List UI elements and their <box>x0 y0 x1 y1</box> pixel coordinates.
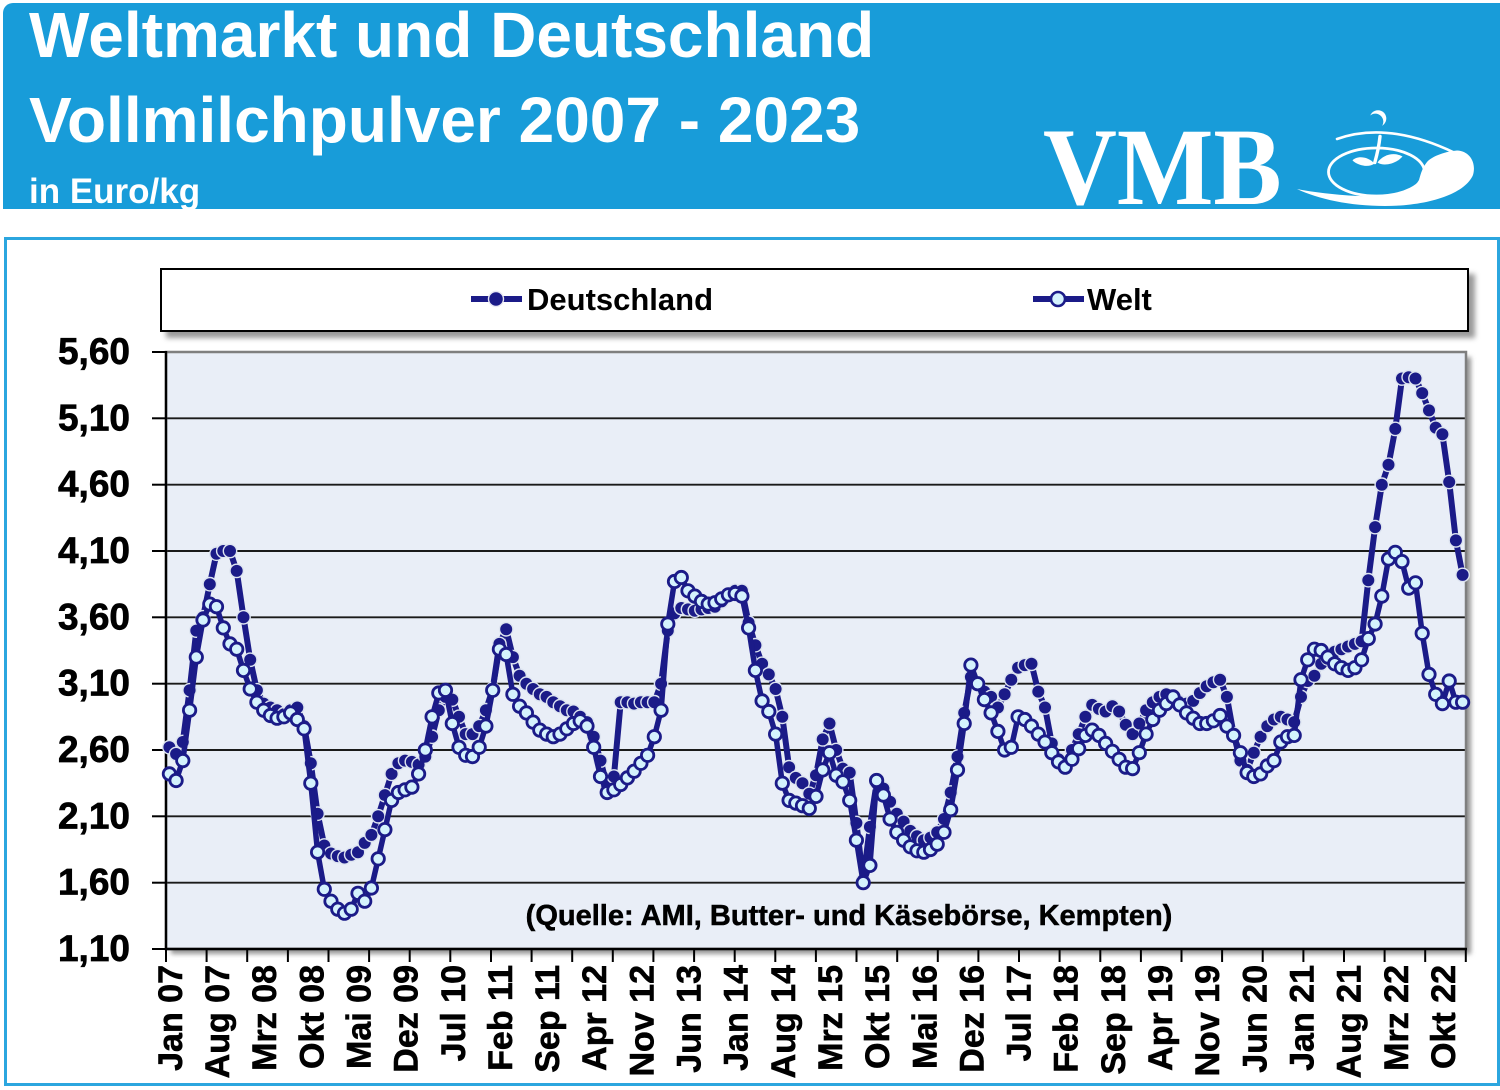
svg-text:Aug 07: Aug 07 <box>199 965 237 1078</box>
svg-text:Nov 19: Nov 19 <box>1189 965 1227 1077</box>
svg-text:Nov 12: Nov 12 <box>623 965 661 1077</box>
svg-text:3,60: 3,60 <box>58 596 130 637</box>
svg-text:2,60: 2,60 <box>58 729 130 770</box>
svg-text:Feb 18: Feb 18 <box>1048 965 1086 1073</box>
svg-text:Jul 17: Jul 17 <box>1001 965 1039 1061</box>
svg-text:Okt 15: Okt 15 <box>859 965 897 1069</box>
svg-text:Jan 21: Jan 21 <box>1284 965 1322 1071</box>
svg-text:Jun 20: Jun 20 <box>1236 965 1274 1073</box>
svg-text:Apr 19: Apr 19 <box>1142 965 1180 1071</box>
svg-text:Mai 09: Mai 09 <box>341 965 379 1069</box>
svg-text:Feb 11: Feb 11 <box>482 965 520 1071</box>
svg-text:Okt 22: Okt 22 <box>1425 965 1463 1069</box>
svg-text:Mrz 22: Mrz 22 <box>1378 965 1416 1071</box>
svg-text:Sep 18: Sep 18 <box>1095 965 1133 1075</box>
svg-text:Deutschland: Deutschland <box>527 282 713 317</box>
svg-text:Jul 10: Jul 10 <box>435 965 473 1061</box>
svg-text:Mai 16: Mai 16 <box>906 965 944 1069</box>
svg-text:Aug 14: Aug 14 <box>765 965 803 1078</box>
svg-text:Sep 11: Sep 11 <box>529 965 567 1073</box>
svg-text:3,10: 3,10 <box>58 663 130 704</box>
svg-text:2,10: 2,10 <box>58 795 130 836</box>
svg-text:Jan 14: Jan 14 <box>718 965 756 1071</box>
svg-text:Welt: Welt <box>1087 282 1152 317</box>
svg-text:1,10: 1,10 <box>58 928 130 969</box>
svg-text:Jan 07: Jan 07 <box>152 965 190 1071</box>
svg-text:5,60: 5,60 <box>58 331 130 372</box>
svg-text:Apr 12: Apr 12 <box>576 965 614 1071</box>
svg-text:Aug 21: Aug 21 <box>1331 965 1369 1078</box>
svg-text:5,10: 5,10 <box>58 397 130 438</box>
svg-text:4,10: 4,10 <box>58 530 130 571</box>
svg-text:Dez 09: Dez 09 <box>388 965 426 1073</box>
svg-text:(Quelle: AMI, Butter- und Käse: (Quelle: AMI, Butter- und Käsebörse, Kem… <box>526 900 1173 932</box>
svg-text:Okt 08: Okt 08 <box>293 965 331 1069</box>
svg-text:4,60: 4,60 <box>58 464 130 505</box>
svg-text:Mrz 15: Mrz 15 <box>812 965 850 1071</box>
svg-text:1,60: 1,60 <box>58 862 130 903</box>
svg-text:Dez 16: Dez 16 <box>953 965 991 1073</box>
svg-text:Jun 13: Jun 13 <box>671 965 709 1073</box>
svg-text:Mrz 08: Mrz 08 <box>246 965 284 1071</box>
